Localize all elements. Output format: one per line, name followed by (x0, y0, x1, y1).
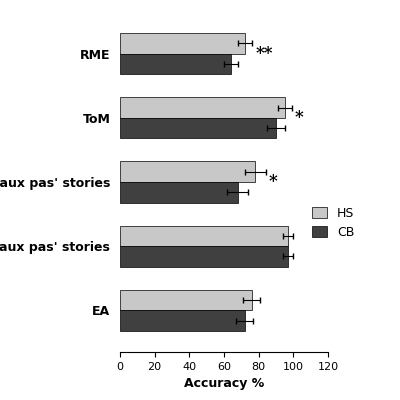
Bar (120, 162, 255, 182)
Bar (120, 246, 288, 267)
Text: *: * (295, 109, 304, 126)
Legend: HS, CB: HS, CB (307, 202, 359, 244)
Bar (120, 33, 245, 54)
X-axis label: Accuracy %: Accuracy % (184, 377, 264, 390)
Bar (120, 118, 276, 138)
Bar (120, 290, 252, 310)
Bar (120, 226, 288, 246)
Bar (120, 182, 238, 202)
Text: **: ** (255, 45, 273, 62)
Bar (120, 54, 231, 74)
Bar (120, 97, 285, 118)
Text: *: * (269, 174, 278, 190)
Bar (120, 310, 245, 331)
